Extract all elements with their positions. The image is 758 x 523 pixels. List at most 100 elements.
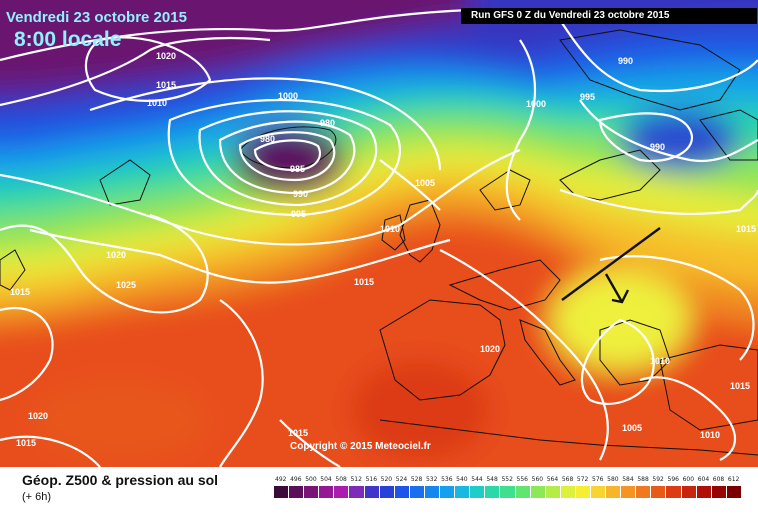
scale-swatch	[651, 486, 667, 498]
copyright: Copyright © 2015 Meteociel.fr	[290, 441, 431, 452]
scale-swatch	[530, 486, 546, 498]
isobar-label: 990	[293, 189, 308, 199]
scale-swatch	[409, 486, 425, 498]
scale-swatch	[636, 486, 652, 498]
scale-label: 584	[622, 476, 634, 483]
isobar-label: 990	[618, 56, 633, 66]
isobar-label: 1020	[156, 51, 176, 61]
scale-swatch	[319, 486, 335, 498]
scale-label: 540	[456, 476, 468, 483]
isobar-label: 1020	[480, 344, 500, 354]
scale-swatch	[379, 486, 395, 498]
scale-label: 608	[712, 476, 725, 483]
isobar-label: 1000	[526, 99, 546, 109]
scale-swatch	[681, 486, 697, 498]
scale-label: 528	[410, 476, 423, 483]
isobar-label: 980	[320, 118, 335, 128]
scale-swatch	[590, 486, 607, 498]
scale-label: 600	[682, 476, 695, 483]
scale-label: 512	[350, 476, 362, 483]
isobar-label: 980	[260, 134, 275, 144]
isobars	[0, 8, 758, 467]
run-info: Run GFS 0 Z du Vendredi 23 octobre 2015	[461, 8, 757, 24]
scale-swatch	[485, 486, 501, 498]
scale-swatch	[621, 486, 637, 498]
scale-label: 536	[441, 476, 453, 483]
legend-subtitle: (+ 6h)	[22, 491, 52, 503]
scale-label: 500	[305, 476, 317, 483]
isobar-label: 1025	[116, 280, 136, 290]
isobar-label: 1015	[354, 277, 374, 287]
scale-label: 516	[365, 476, 378, 483]
scale-swatch	[440, 486, 456, 498]
scale-swatch	[455, 486, 471, 498]
scale-label: 556	[516, 476, 528, 483]
scale-label: 612	[727, 476, 740, 483]
scale-label: 592	[652, 476, 664, 483]
scale-label: 548	[486, 476, 498, 483]
color-scale	[274, 486, 742, 498]
scale-swatch	[666, 486, 682, 498]
scale-swatch	[364, 486, 380, 498]
scale-swatch	[394, 486, 410, 498]
scale-label: 508	[335, 476, 347, 483]
isobar-label: 1010	[147, 98, 167, 108]
scale-label: 496	[290, 476, 302, 483]
isobar-label: 995	[291, 209, 306, 219]
scale-label: 604	[697, 476, 710, 483]
scale-swatch	[334, 486, 350, 498]
isobar-label: 1010	[700, 430, 720, 440]
map-date: Vendredi 23 octobre 2015	[6, 9, 187, 26]
isobar-label: 1005	[622, 423, 642, 433]
scale-label: 552	[501, 476, 513, 483]
isobar-label: 1015	[156, 80, 176, 90]
scale-label: 580	[607, 476, 619, 483]
legend-title: Géop. Z500 & pression au sol	[22, 472, 219, 488]
scale-swatch	[304, 486, 320, 498]
scale-label: 560	[531, 476, 544, 483]
isobar-label: 1015	[288, 428, 308, 438]
scale-label: 568	[561, 476, 574, 483]
scale-swatch	[606, 486, 622, 498]
color-scale-labels: 492 496 500 504 508 512 516 520 524 528 532 536 540 5…	[270, 476, 742, 485]
scale-label: 524	[395, 476, 408, 483]
isobar-label: 1015	[730, 381, 750, 391]
scale-swatch	[500, 486, 516, 498]
isobar-label: 1015	[10, 287, 30, 297]
scale-label: 532	[425, 476, 438, 483]
scale-swatch	[696, 486, 712, 498]
isobar-label: 1020	[28, 411, 48, 421]
scale-label: 492	[275, 476, 287, 483]
scale-swatch	[726, 486, 742, 498]
isobar-label: 1010	[380, 224, 400, 234]
isobar-label: 1010	[650, 356, 670, 366]
scale-swatch	[349, 486, 365, 498]
scale-swatch	[424, 486, 441, 498]
isobar-label: 1020	[106, 250, 126, 260]
isobar-label: 985	[290, 164, 305, 174]
scale-label: 520	[380, 476, 393, 483]
map-time: 8:00 locale	[14, 28, 122, 51]
isobar-labels: 1020 1015 1010 1000 980 980 985 990 995 …	[10, 51, 756, 448]
isobar-label: 1015	[736, 224, 756, 234]
isobar-label: 1015	[16, 438, 36, 448]
isobar-label: 990	[650, 142, 665, 152]
legend-footer: Géop. Z500 & pression au sol (+ 6h) 492 4…	[0, 467, 758, 523]
isobar-label: 1000	[278, 91, 298, 101]
scale-swatch	[289, 486, 305, 498]
trough-arrows	[561, 227, 661, 304]
scale-swatch	[560, 486, 576, 498]
scale-label: 596	[667, 476, 679, 483]
weather-map: 1020 1015 1010 1000 980 980 985 990 995 …	[0, 0, 758, 467]
isobar-label: 1005	[415, 178, 435, 188]
scale-swatch	[575, 486, 591, 498]
scale-label: 588	[637, 476, 649, 483]
isobar-label: 995	[580, 92, 595, 102]
scale-swatch	[515, 486, 531, 498]
scale-label: 564	[546, 476, 559, 483]
scale-swatch	[470, 486, 486, 498]
scale-label: 576	[592, 476, 604, 483]
scale-label: 504	[320, 476, 332, 483]
scale-swatch	[274, 486, 290, 498]
scale-label: 544	[471, 476, 483, 483]
